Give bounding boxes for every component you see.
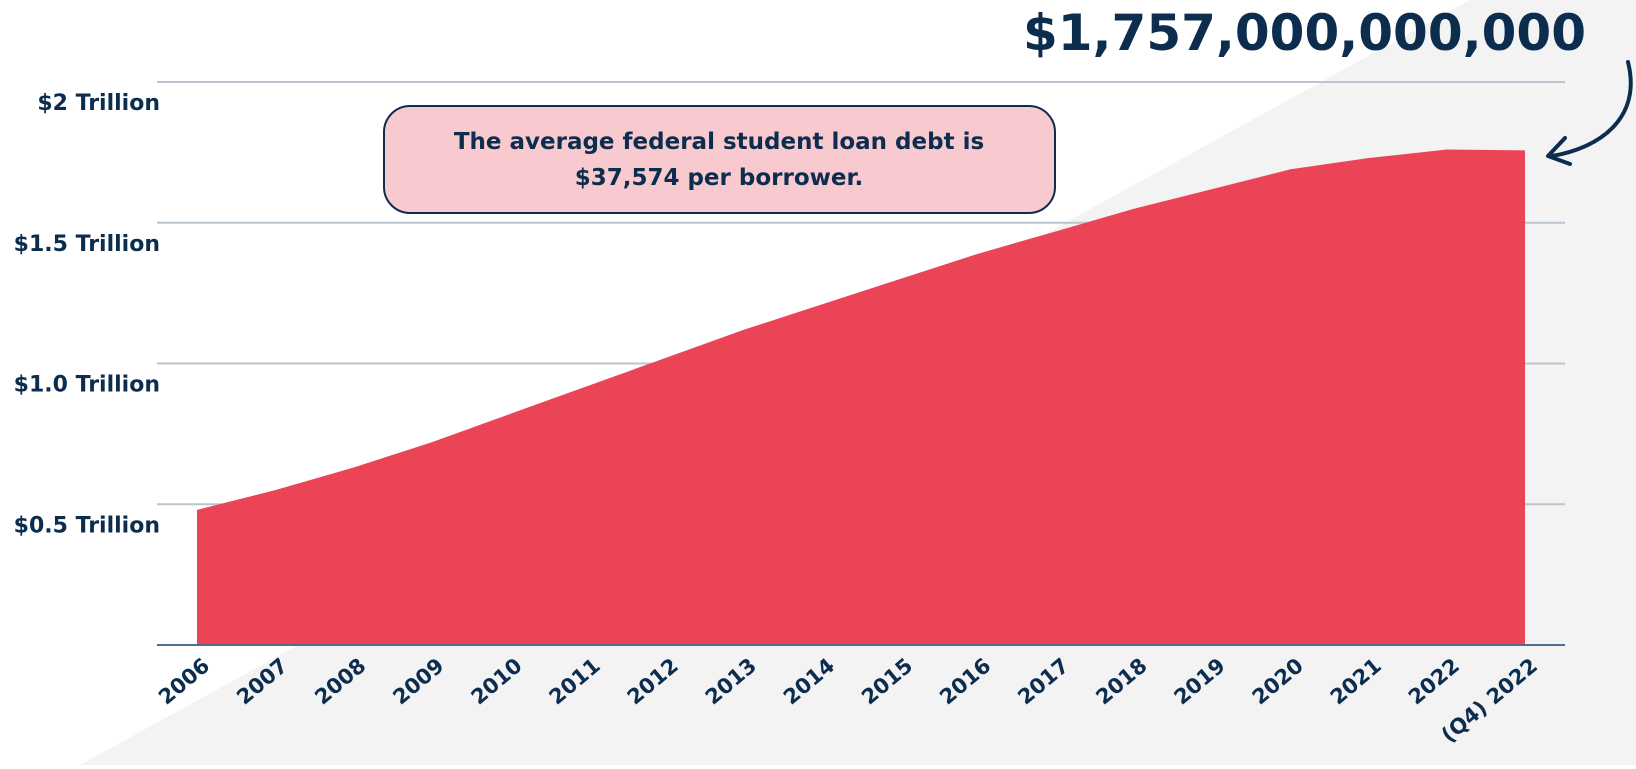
debt-area <box>197 149 1525 645</box>
arrow-icon <box>1550 60 1633 158</box>
headline-value: $1,757,000,000,000 <box>1023 4 1586 62</box>
y-tick-label: $0.5 Trillion <box>14 513 160 538</box>
y-axis-labels: $0.5 Trillion $1.0 Trillion $1.5 Trillion $… <box>14 91 160 538</box>
callout-line2: $37,574 per borrower. <box>575 165 864 191</box>
arrow-head-icon <box>1546 136 1572 166</box>
callout-background <box>383 105 1056 214</box>
callout-box: The average federal student loan debt is… <box>383 105 1056 214</box>
y-tick-label: $1.0 Trillion <box>14 373 160 398</box>
y-tick-label: $2 Trillion <box>37 91 160 116</box>
y-tick-label: $1.5 Trillion <box>14 232 160 257</box>
callout-line1: The average federal student loan debt is <box>454 129 984 155</box>
